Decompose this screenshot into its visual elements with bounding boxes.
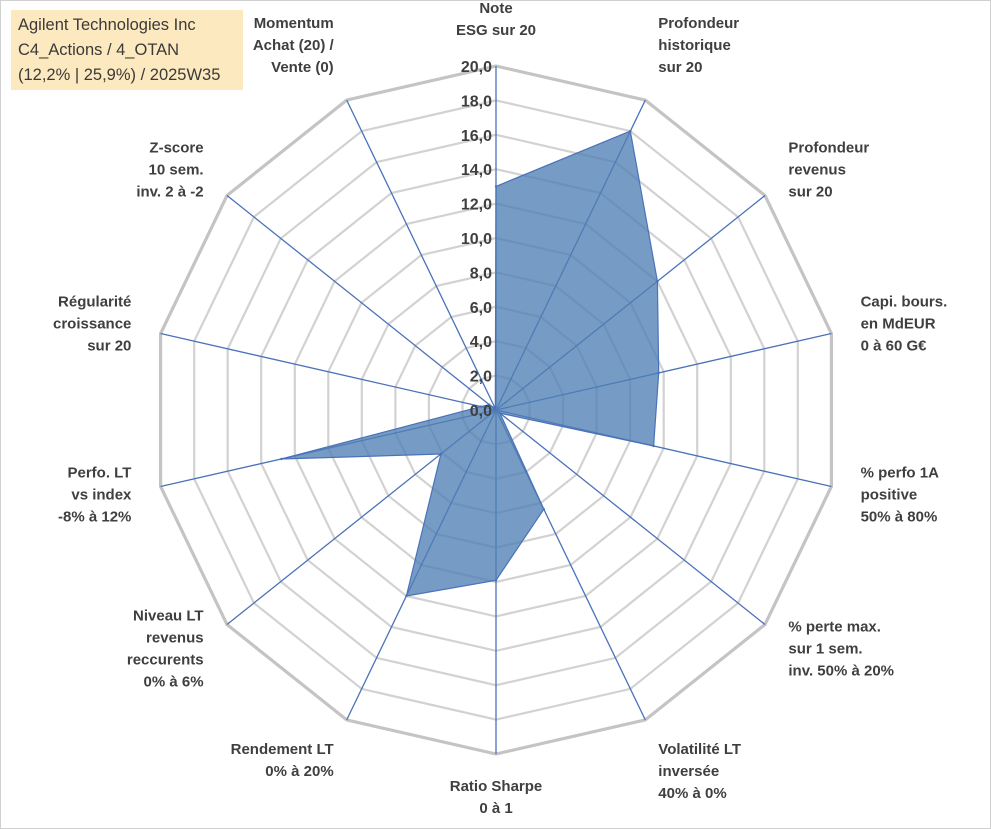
data-point <box>494 185 498 188</box>
data-point <box>657 371 660 375</box>
axis-spoke <box>346 99 497 411</box>
axis-label: 0% à 20% <box>265 763 333 780</box>
axis-label-group: Rendement LT 0% à 20% <box>231 741 334 780</box>
axis-label: ESG sur 20 <box>456 22 536 39</box>
axis-label: Note <box>479 0 512 17</box>
axis-label: Vente (0) <box>271 59 334 76</box>
tick-label: 20,0 <box>461 59 492 76</box>
axis-label: Capi. bours. <box>861 294 948 311</box>
axis-label-group: Note ESG sur 20 <box>456 0 536 39</box>
tick-label: 10,0 <box>461 231 492 248</box>
axis-label-group: % perfo 1A positive 50% à 80% <box>861 464 940 525</box>
data-point <box>488 403 491 406</box>
axis-label: revenus <box>146 629 204 646</box>
axis-label: croissance <box>53 316 131 333</box>
tick-label: 6,0 <box>470 300 492 317</box>
axis-label: Perfo. LT <box>68 464 132 481</box>
axis-label: sur 1 sem. <box>788 640 862 657</box>
data-point <box>656 280 659 283</box>
axis-label: revenus <box>788 162 846 179</box>
axis-label-group: Régularité croissance sur 20 <box>53 294 131 355</box>
chart-title-line-2: C4_Actions / 4_OTAN <box>18 41 180 59</box>
axis-label: positive <box>861 486 918 503</box>
axis-label: 0 à 60 G€ <box>861 338 928 355</box>
data-point <box>629 129 632 133</box>
chart-title-line-3: (12,2% | 25,9%) / 2025W35 <box>18 66 221 84</box>
data-point <box>498 412 502 415</box>
data-point <box>542 508 545 511</box>
axis-label: 0 à 1 <box>479 800 512 817</box>
tick-label: 12,0 <box>461 197 492 214</box>
tick-label: 4,0 <box>470 334 492 351</box>
axis-label-group: Capi. bours. en MdEUR 0 à 60 G€ <box>861 294 948 355</box>
axis-label: 50% à 80% <box>861 508 938 525</box>
tick-label: 8,0 <box>470 265 492 282</box>
axis-label-group: Momentum Achat (20) / Vente (0) <box>253 15 335 76</box>
axis-label: Niveau LT <box>133 607 204 624</box>
tick-label: 14,0 <box>461 162 492 179</box>
data-point <box>494 579 498 582</box>
axis-label-group: Volatilité LT inversée 40% à 0% <box>658 741 741 802</box>
axis-label: 40% à 0% <box>658 785 726 802</box>
data-point <box>652 444 655 448</box>
tick-label: 18,0 <box>461 93 492 110</box>
axis-label-group: Perfo. LT vs index -8% à 12% <box>58 464 132 525</box>
axis-label: vs index <box>71 486 132 503</box>
chart-title-box: Agilent Technologies Inc C4_Actions / 4_… <box>11 10 243 90</box>
axis-spoke <box>226 194 497 411</box>
axis-label: Rendement LT <box>231 741 334 758</box>
axis-spoke <box>495 409 766 626</box>
tick-label: 2,0 <box>470 369 492 386</box>
data-point <box>479 405 483 408</box>
axis-spoke <box>160 332 497 411</box>
axis-label: Profondeur <box>658 15 739 32</box>
axis-label: inv. 2 à -2 <box>136 184 203 201</box>
data-point <box>405 594 408 598</box>
axis-label: Profondeur <box>788 140 869 157</box>
axis-label: inversée <box>658 763 719 780</box>
tick-layer: 0,0 2,0 4,0 6,0 8,0 10,0 12,0 14,0 16,0 18,0 20,0 <box>461 59 492 420</box>
axis-label-group: % perte max. sur 1 sem. inv. 50% à 20% <box>788 618 894 679</box>
axis-label: Z-score <box>149 140 203 157</box>
label-layer: Note ESG sur 20 Profondeur historique sur 20… <box>53 0 947 817</box>
tick-label: 0,0 <box>470 403 492 420</box>
axis-label: sur 20 <box>658 59 702 76</box>
axis-label: sur 20 <box>87 338 131 355</box>
axis-label: Volatilité LT <box>658 741 741 758</box>
axis-label: reccurents <box>127 651 204 668</box>
axis-label-group: Profondeur revenus sur 20 <box>788 140 869 201</box>
axis-label: historique <box>658 37 731 54</box>
axis-label: 0% à 6% <box>144 673 204 690</box>
data-point <box>280 457 283 461</box>
axis-label-group: Niveau LT revenus reccurents 0% à 6% <box>127 607 204 690</box>
tick-label: 16,0 <box>461 128 492 145</box>
axis-label-group: Z-score 10 sem. inv. 2 à -2 <box>136 140 203 201</box>
axis-label-group: Profondeur historique sur 20 <box>658 15 739 76</box>
axis-label: Ratio Sharpe <box>450 778 543 795</box>
axis-label: % perte max. <box>788 618 881 635</box>
axis-label: en MdEUR <box>861 316 936 333</box>
data-point <box>439 452 443 456</box>
axis-label: sur 20 <box>788 184 832 201</box>
axis-label: Régularité <box>58 294 131 311</box>
axis-label: Achat (20) / <box>253 37 335 54</box>
chart-title-line-1: Agilent Technologies Inc <box>18 16 196 34</box>
axis-label: % perfo 1A <box>861 464 940 481</box>
axis-label: Momentum <box>254 15 334 32</box>
data-point <box>494 407 497 410</box>
series-layer <box>280 129 660 598</box>
axis-label: 10 sem. <box>149 162 204 179</box>
axis-label: -8% à 12% <box>58 508 131 525</box>
axis-label: inv. 50% à 20% <box>788 662 894 679</box>
axis-label-group: Ratio Sharpe 0 à 1 <box>450 778 543 817</box>
